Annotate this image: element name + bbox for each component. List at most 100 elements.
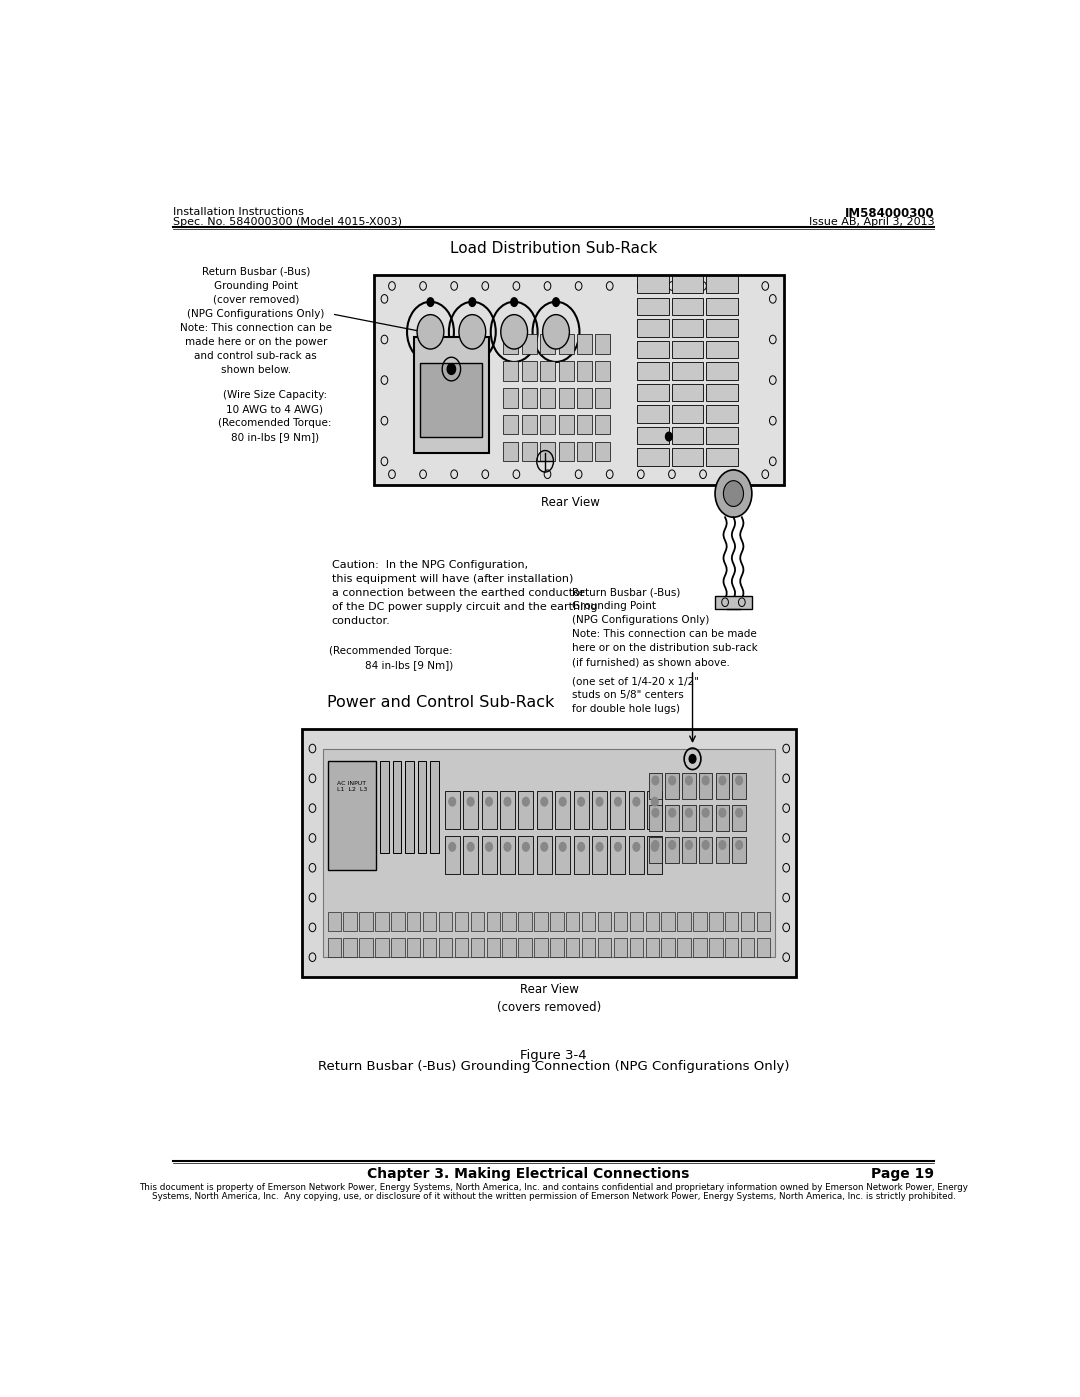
Circle shape xyxy=(652,777,659,785)
Bar xyxy=(518,835,534,873)
Bar xyxy=(438,937,453,957)
Text: Page 19: Page 19 xyxy=(872,1166,934,1180)
Bar xyxy=(677,937,691,957)
Bar xyxy=(502,912,516,932)
Bar xyxy=(672,427,703,444)
Bar xyxy=(592,791,607,828)
Bar xyxy=(665,773,679,799)
Bar xyxy=(431,761,438,852)
Bar xyxy=(522,415,537,434)
Circle shape xyxy=(468,798,474,806)
Text: Rear View
(covers removed): Rear View (covers removed) xyxy=(497,983,602,1014)
Circle shape xyxy=(615,798,621,806)
Bar xyxy=(566,937,580,957)
Bar xyxy=(540,334,555,353)
Bar xyxy=(649,837,662,863)
Bar xyxy=(540,415,555,434)
Bar xyxy=(522,388,537,408)
Bar xyxy=(558,362,573,380)
Bar xyxy=(343,937,356,957)
Circle shape xyxy=(523,798,529,806)
Bar xyxy=(637,277,669,293)
Bar xyxy=(550,912,564,932)
Text: (Recommended Torque:
84 in-lbs [9 Nm]): (Recommended Torque: 84 in-lbs [9 Nm]) xyxy=(329,647,454,671)
Bar xyxy=(522,334,537,353)
Bar xyxy=(630,937,643,957)
Bar xyxy=(407,937,420,957)
Circle shape xyxy=(715,469,752,517)
Bar xyxy=(598,937,611,957)
Circle shape xyxy=(449,798,456,806)
Bar xyxy=(716,837,729,863)
Circle shape xyxy=(542,314,569,349)
Bar xyxy=(647,835,662,873)
Circle shape xyxy=(578,842,584,851)
Circle shape xyxy=(541,798,548,806)
Circle shape xyxy=(541,842,548,851)
Circle shape xyxy=(735,777,742,785)
Circle shape xyxy=(578,798,584,806)
Bar xyxy=(732,773,746,799)
Bar xyxy=(518,937,531,957)
Circle shape xyxy=(633,842,639,851)
Circle shape xyxy=(686,841,692,849)
Circle shape xyxy=(719,841,726,849)
Circle shape xyxy=(669,841,675,849)
Circle shape xyxy=(702,841,708,849)
Circle shape xyxy=(689,754,696,763)
Circle shape xyxy=(523,842,529,851)
Bar xyxy=(503,441,518,461)
Circle shape xyxy=(651,842,658,851)
Circle shape xyxy=(615,842,621,851)
Bar xyxy=(540,362,555,380)
Bar xyxy=(463,791,478,828)
Bar xyxy=(360,937,373,957)
Bar xyxy=(503,362,518,380)
Bar xyxy=(380,761,389,852)
Bar xyxy=(582,912,595,932)
Bar xyxy=(706,384,738,401)
Text: (Wire Size Capacity:
10 AWG to 4 AWG)
(Recomended Torque:
80 in-lbs [9 Nm]): (Wire Size Capacity: 10 AWG to 4 AWG) (R… xyxy=(218,390,332,443)
Bar xyxy=(577,415,592,434)
Bar xyxy=(445,835,460,873)
Circle shape xyxy=(486,842,492,851)
Bar xyxy=(637,405,669,422)
Bar xyxy=(438,912,453,932)
Bar xyxy=(327,912,341,932)
Bar xyxy=(577,388,592,408)
Circle shape xyxy=(652,841,659,849)
Text: Return Busbar (-Bus)
Grounding Point
(cover removed)
(NPG Configurations Only)
N: Return Busbar (-Bus) Grounding Point (co… xyxy=(179,267,332,374)
Bar xyxy=(518,791,534,828)
Circle shape xyxy=(447,363,456,374)
Bar xyxy=(706,427,738,444)
Circle shape xyxy=(468,842,474,851)
Text: Spec. No. 584000300 (Model 4015-X003): Spec. No. 584000300 (Model 4015-X003) xyxy=(173,217,402,228)
Bar xyxy=(757,937,770,957)
Bar xyxy=(649,773,662,799)
Bar xyxy=(500,835,515,873)
Bar xyxy=(343,912,356,932)
Bar xyxy=(595,334,610,353)
Bar xyxy=(693,937,706,957)
Bar xyxy=(665,837,679,863)
Bar xyxy=(683,837,696,863)
Bar xyxy=(463,835,478,873)
Circle shape xyxy=(735,809,742,817)
Circle shape xyxy=(486,798,492,806)
Bar xyxy=(327,937,341,957)
Bar xyxy=(699,805,713,831)
Bar xyxy=(577,362,592,380)
Bar xyxy=(646,912,659,932)
Circle shape xyxy=(702,777,708,785)
Bar xyxy=(558,388,573,408)
Bar xyxy=(500,791,515,828)
Bar xyxy=(471,937,484,957)
Bar xyxy=(613,937,627,957)
Bar xyxy=(540,388,555,408)
Circle shape xyxy=(686,777,692,785)
Bar xyxy=(716,805,729,831)
Bar xyxy=(482,835,497,873)
Bar xyxy=(540,441,555,461)
Circle shape xyxy=(719,777,726,785)
Text: This document is property of Emerson Network Power, Energy Systems, North Americ: This document is property of Emerson Net… xyxy=(139,1183,968,1192)
